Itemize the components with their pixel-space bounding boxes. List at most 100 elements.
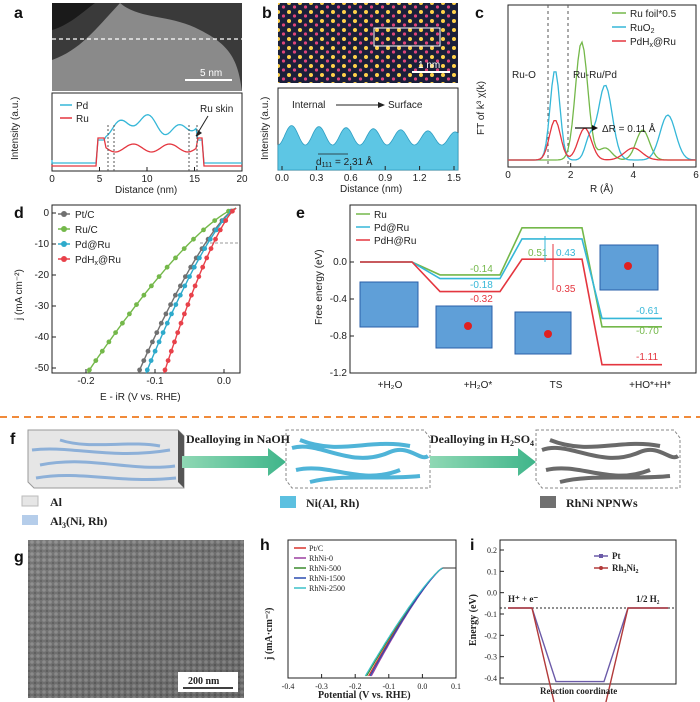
panel-i-label: i bbox=[470, 537, 474, 554]
data-point bbox=[204, 255, 210, 261]
svg-text:Al3(Ni, Rh): Al3(Ni, Rh) bbox=[50, 514, 107, 530]
panel-b-stem-image bbox=[278, 3, 458, 83]
panel-e-yticks: 0.0 -0.4 -0.8 -1.2 bbox=[330, 257, 354, 379]
panel-a-legend-ru: Ru bbox=[76, 114, 89, 125]
panel-e-values: -0.14 -0.18 -0.32 0.51 0.43 0.35 -0.61 -0.70 -1.… bbox=[470, 248, 659, 363]
panel-c-series-rufoil bbox=[508, 40, 696, 161]
tick-label: -0.4 bbox=[330, 294, 348, 305]
data-point bbox=[200, 264, 206, 270]
tick-label: -40 bbox=[35, 332, 50, 343]
panel-i-left-label: H⁺ + e⁻ bbox=[508, 594, 538, 604]
panel-e-axes bbox=[349, 204, 697, 374]
panel-a-ruskin-label: Ru skin bbox=[200, 104, 233, 115]
tick-label: 15 bbox=[189, 174, 201, 185]
data-point bbox=[165, 358, 171, 363]
panel-a-xticks: 0 5 10 15 20 bbox=[49, 167, 248, 185]
data-point bbox=[217, 227, 223, 233]
data-point bbox=[213, 227, 219, 233]
data-point bbox=[163, 311, 169, 317]
tick-label: 0.1 bbox=[451, 682, 461, 691]
data-point bbox=[162, 367, 168, 373]
tick-label: 0.0 bbox=[333, 257, 347, 268]
energy-value: 0.35 bbox=[556, 284, 576, 295]
tick-label: -30 bbox=[35, 301, 50, 312]
panel-f-arrow2 bbox=[430, 448, 536, 476]
panel-a-particle bbox=[52, 3, 242, 91]
legend-entry: RhNi-2500 bbox=[309, 584, 345, 593]
tick-label: 20 bbox=[236, 174, 248, 185]
panel-b-label: b bbox=[262, 5, 272, 22]
tick-label: 0 bbox=[43, 208, 49, 219]
panel-e-label: e bbox=[296, 205, 305, 222]
energy-value: -0.70 bbox=[636, 326, 659, 337]
panel-i-series bbox=[508, 607, 668, 702]
data-point bbox=[106, 339, 112, 345]
panel-c-series-pdhx bbox=[508, 119, 696, 161]
panel-h-series bbox=[364, 567, 456, 677]
tick-label: -0.3 bbox=[315, 682, 328, 691]
tick-label: 0.0 bbox=[487, 589, 497, 598]
panel-i-xlabel: Reaction coordinate bbox=[540, 686, 617, 696]
data-point bbox=[156, 274, 162, 279]
data-point bbox=[173, 302, 179, 307]
data-point bbox=[192, 283, 198, 289]
data-point bbox=[154, 330, 160, 335]
tick-label: 4 bbox=[631, 170, 637, 181]
legend-entry: Pt/C bbox=[309, 544, 323, 553]
panel-c-xticks: 0 2 4 6 bbox=[505, 163, 699, 181]
svg-text:Rh3Ni2: Rh3Ni2 bbox=[612, 563, 639, 575]
tick-label: -0.8 bbox=[330, 331, 348, 342]
tick-label: 0.3 bbox=[309, 173, 323, 184]
data-point bbox=[185, 302, 191, 307]
tick-label: 0.0 bbox=[417, 682, 427, 691]
panel-f-al-block bbox=[27, 429, 185, 489]
tick-label: 1.2 bbox=[413, 173, 427, 184]
panel-d-label: d bbox=[14, 205, 24, 222]
data-point bbox=[160, 330, 166, 335]
panel-a-legend-pd: Pd bbox=[76, 101, 88, 112]
data-point bbox=[169, 311, 174, 317]
data-point bbox=[230, 208, 235, 214]
tick-label: -0.1 bbox=[146, 376, 164, 387]
panel-i-right-label: 1/2 H₂ bbox=[636, 594, 660, 604]
panel-d-ylabel: j (mA cm⁻²) bbox=[14, 269, 25, 321]
panel-d-legend: Pt/C Ru/C Pd@Ru PdHx@Ru bbox=[58, 210, 121, 267]
data-point bbox=[134, 302, 139, 307]
data-point bbox=[150, 339, 155, 345]
polarization-curve bbox=[86, 207, 237, 374]
tick-label: -1.2 bbox=[330, 368, 348, 379]
data-point bbox=[207, 236, 213, 242]
data-point bbox=[149, 283, 154, 289]
panel-b-xlabel: Distance (nm) bbox=[340, 184, 402, 195]
legend-entry: RhNi-500 bbox=[309, 564, 341, 573]
data-point bbox=[126, 311, 132, 317]
tick-label: -20 bbox=[35, 270, 50, 281]
tick-label: -0.4 bbox=[282, 682, 295, 691]
energy-path bbox=[360, 258, 662, 366]
panel-c-series-ruo2 bbox=[508, 71, 696, 161]
svg-text:PdHx@Ru: PdHx@Ru bbox=[75, 255, 121, 267]
data-point bbox=[188, 264, 194, 270]
panel-b-d-label: d111 = 2.31 Å bbox=[316, 155, 373, 169]
panel-a-series-pd bbox=[51, 114, 242, 164]
data-point bbox=[113, 330, 118, 335]
panel-f-step2: Dealloying in H2SO4 bbox=[430, 432, 534, 448]
panel-c-legend-rufoil: Ru foil*0.5 bbox=[630, 9, 677, 20]
svg-text:Al: Al bbox=[50, 495, 63, 509]
data-point bbox=[213, 236, 218, 242]
energy-value: -0.61 bbox=[636, 306, 659, 317]
panel-g-scale-text: 200 nm bbox=[188, 676, 220, 687]
energy-value: -0.32 bbox=[470, 294, 493, 305]
panel-i-legend: Pt Rh3Ni2 bbox=[594, 551, 639, 575]
panel-f-legend: Al Al3(Ni, Rh) Ni(Al, Rh) RhNi NPNWs bbox=[21, 495, 638, 530]
svg-text:Ni(Al, Rh): Ni(Al, Rh) bbox=[306, 496, 359, 510]
data-point bbox=[177, 292, 183, 298]
data-point bbox=[87, 367, 92, 373]
data-point bbox=[93, 358, 99, 363]
data-point bbox=[202, 246, 208, 252]
tick-label: -0.3 bbox=[484, 653, 497, 662]
panel-c-ylabel: FT of k³ χ(k) bbox=[476, 81, 487, 135]
data-point bbox=[145, 348, 151, 354]
tick-label: 5 bbox=[97, 174, 103, 185]
